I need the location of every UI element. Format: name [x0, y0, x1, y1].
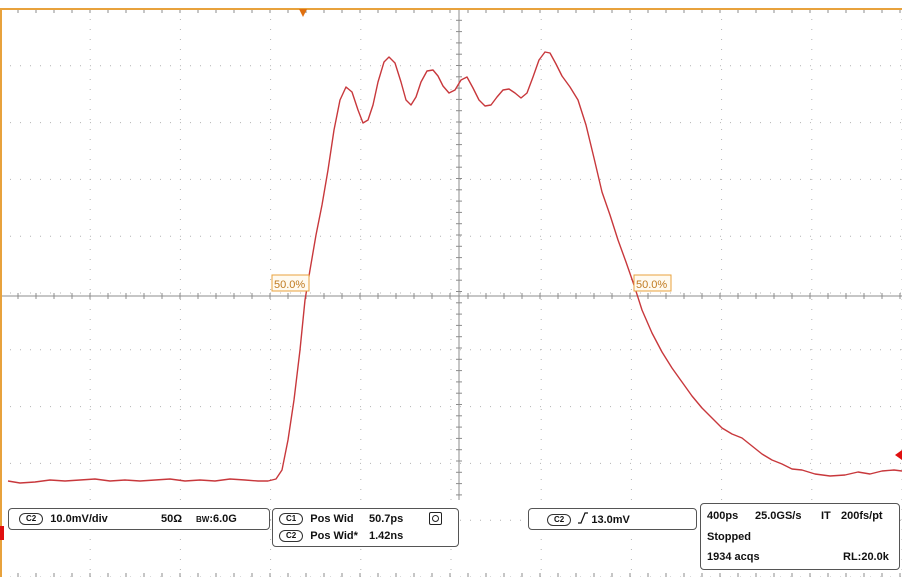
measurement-channel-badge: C2 [279, 530, 304, 543]
trigger-level: 13.0mV [591, 513, 630, 526]
rising-edge-icon [578, 512, 589, 528]
channel-badge[interactable]: C2 [19, 513, 44, 526]
measurements-panel[interactable]: C1 Pos Wid 50.7ps C2 Pos Wid* 1.42ns [272, 508, 459, 547]
measurement-value: 50.7ps [369, 513, 404, 525]
channel-offset-marker[interactable] [0, 526, 4, 540]
acquisition-panel[interactable]: 400ps 25.0GS/s IT 200fs/pt Stopped 1934 … [700, 503, 900, 570]
trigger-position-marker[interactable] [299, 9, 307, 17]
record-length: RL:20.0k [843, 551, 889, 563]
channel-info-panel[interactable]: C2 10.0mV/div 50Ω BW:6.0G [8, 508, 270, 530]
input-impedance: 50Ω [161, 513, 183, 525]
acquisition-mode: IT [821, 510, 831, 522]
waveform-trace-c2 [7, 51, 902, 484]
bandwidth-value: :6.0G [209, 513, 237, 525]
info-icon[interactable] [429, 512, 442, 525]
measurement-label: Pos Wid [310, 513, 354, 525]
measurement-row[interactable]: C1 Pos Wid [279, 512, 354, 526]
ref-label-left: 50.0% [271, 274, 310, 292]
bandwidth-label: BW [196, 515, 210, 524]
display-frame [0, 8, 902, 577]
measurement-label: Pos Wid* [310, 530, 358, 542]
measurement-row[interactable]: C2 Pos Wid* [279, 529, 358, 543]
graticule [0, 8, 902, 577]
acquisition-count: 1934 acqs [707, 551, 760, 563]
resolution: 200fs/pt [841, 510, 883, 522]
ref-label-right: 50.0% [633, 274, 672, 292]
ref-label-right-text: 50.0% [636, 279, 667, 291]
sample-rate: 25.0GS/s [755, 510, 802, 522]
trigger-panel[interactable]: C2 13.0mV [528, 508, 697, 530]
ref-label-left-text: 50.0% [274, 279, 305, 291]
trigger-channel-badge: C2 [547, 514, 572, 526]
vertical-scale: 10.0mV/div [50, 513, 108, 525]
trigger-level-marker[interactable] [895, 450, 902, 460]
measurement-value: 1.42ns [369, 530, 404, 542]
timebase: 400ps [707, 510, 739, 522]
measurement-channel-badge: C1 [279, 513, 304, 526]
acquisition-state: Stopped [707, 531, 751, 543]
